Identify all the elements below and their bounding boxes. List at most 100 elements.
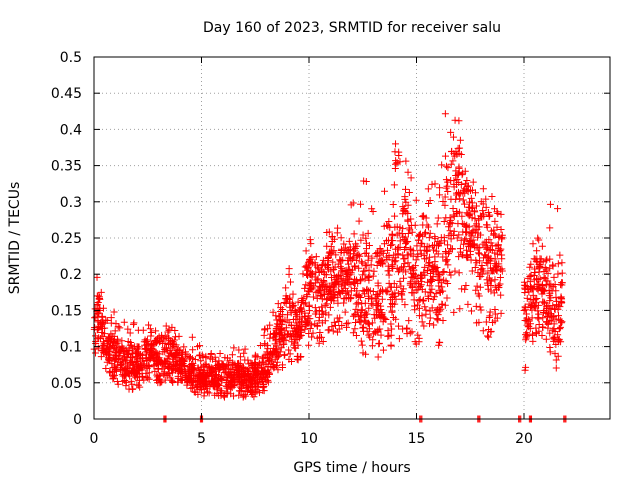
data-point bbox=[464, 300, 472, 308]
data-point bbox=[92, 349, 100, 357]
data-point bbox=[443, 162, 451, 170]
data-point bbox=[112, 365, 120, 373]
data-point bbox=[458, 212, 466, 220]
data-point bbox=[526, 263, 534, 271]
data-point bbox=[389, 201, 397, 209]
data-point bbox=[368, 294, 376, 302]
data-point bbox=[488, 192, 496, 200]
data-point bbox=[482, 318, 490, 326]
data-point bbox=[410, 273, 418, 281]
data-point bbox=[440, 217, 448, 225]
data-point bbox=[140, 376, 148, 384]
data-point bbox=[323, 285, 331, 293]
tick-labels: 0 5 10 15 20 0 0.05 0.1 0.15 0.2 0.25 0.3 0.35 0.4 0.4… bbox=[51, 50, 533, 447]
data-point bbox=[147, 332, 155, 340]
data-point bbox=[156, 379, 164, 387]
data-point bbox=[200, 389, 208, 397]
data-point bbox=[143, 337, 151, 345]
data-point bbox=[491, 205, 499, 213]
data-point bbox=[156, 337, 164, 345]
data-point bbox=[359, 271, 367, 279]
data-point bbox=[418, 285, 426, 293]
data-point bbox=[444, 241, 452, 249]
data-point bbox=[533, 294, 541, 302]
data-point bbox=[436, 191, 444, 199]
data-point bbox=[333, 328, 341, 336]
data-point bbox=[308, 321, 316, 329]
x-tick-label: 15 bbox=[408, 431, 426, 447]
data-point bbox=[549, 261, 557, 269]
data-point bbox=[468, 267, 476, 275]
data-point bbox=[441, 301, 449, 309]
data-point bbox=[357, 200, 365, 208]
data-point bbox=[351, 325, 359, 333]
data-point bbox=[458, 285, 466, 293]
data-point bbox=[337, 282, 345, 290]
data-point bbox=[387, 331, 395, 339]
data-point bbox=[282, 324, 290, 332]
data-point bbox=[484, 259, 492, 267]
data-point bbox=[230, 344, 238, 352]
data-point bbox=[322, 271, 330, 279]
data-point bbox=[479, 327, 487, 335]
data-point bbox=[368, 319, 376, 327]
data-point bbox=[319, 310, 327, 318]
data-point bbox=[534, 275, 542, 283]
data-point bbox=[464, 182, 472, 190]
data-point bbox=[369, 207, 377, 215]
data-point bbox=[117, 361, 125, 369]
data-point bbox=[234, 370, 242, 378]
data-point bbox=[277, 304, 285, 312]
data-point bbox=[128, 385, 136, 393]
data-point bbox=[328, 248, 336, 256]
data-point bbox=[298, 314, 306, 322]
data-point bbox=[105, 334, 113, 342]
data-point bbox=[306, 315, 314, 323]
data-point bbox=[168, 344, 176, 352]
data-point bbox=[403, 330, 411, 338]
data-point bbox=[450, 211, 458, 219]
data-point bbox=[222, 382, 230, 390]
data-point bbox=[311, 310, 319, 318]
data-point bbox=[344, 319, 352, 327]
data-point bbox=[403, 238, 411, 246]
data-point bbox=[351, 247, 359, 255]
data-point bbox=[255, 370, 263, 378]
data-point bbox=[147, 352, 155, 360]
data-point bbox=[328, 296, 336, 304]
data-point bbox=[98, 313, 106, 321]
data-point bbox=[287, 321, 295, 329]
data-point bbox=[318, 282, 326, 290]
data-point bbox=[425, 259, 433, 267]
y-tick-label: 0.25 bbox=[51, 231, 82, 247]
data-point bbox=[544, 269, 552, 277]
data-point bbox=[260, 382, 268, 390]
data-point bbox=[473, 225, 481, 233]
data-point bbox=[534, 286, 542, 294]
data-point bbox=[428, 180, 436, 188]
data-point bbox=[357, 337, 365, 345]
data-point bbox=[435, 338, 443, 346]
chart-title: Day 160 of 2023, SRMTID for receiver sal… bbox=[203, 20, 501, 36]
data-point bbox=[392, 295, 400, 303]
data-point bbox=[384, 262, 392, 270]
data-point bbox=[306, 271, 314, 279]
data-point bbox=[135, 351, 143, 359]
data-point bbox=[98, 329, 106, 337]
data-point bbox=[106, 357, 114, 365]
data-point bbox=[531, 269, 539, 277]
data-point bbox=[493, 266, 501, 274]
data-point bbox=[452, 167, 460, 175]
data-point bbox=[393, 223, 401, 231]
data-point bbox=[371, 314, 379, 322]
data-point bbox=[456, 245, 464, 253]
data-point bbox=[305, 288, 313, 296]
data-point bbox=[96, 295, 104, 303]
data-point bbox=[227, 373, 235, 381]
data-point bbox=[365, 320, 373, 328]
data-point bbox=[374, 282, 382, 290]
data-point bbox=[359, 324, 367, 332]
data-point bbox=[124, 325, 132, 333]
data-point bbox=[102, 365, 110, 373]
data-point bbox=[352, 305, 360, 313]
